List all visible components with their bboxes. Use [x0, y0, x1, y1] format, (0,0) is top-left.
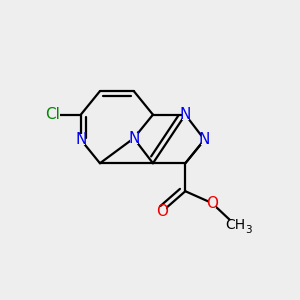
Bar [158, 206, 166, 217]
Bar [219, 220, 252, 230]
Bar [45, 110, 61, 120]
Bar [201, 134, 208, 145]
Text: N: N [180, 107, 191, 122]
Text: Cl: Cl [45, 107, 60, 122]
Text: 3: 3 [245, 225, 252, 236]
Text: N: N [128, 131, 140, 146]
Text: O: O [206, 196, 218, 211]
Text: N: N [75, 132, 86, 147]
Bar [130, 133, 138, 143]
Bar [77, 134, 85, 145]
Bar [182, 110, 189, 120]
Text: N: N [199, 132, 210, 147]
Text: CH: CH [225, 218, 245, 232]
Text: O: O [156, 204, 168, 219]
Bar [208, 198, 216, 208]
